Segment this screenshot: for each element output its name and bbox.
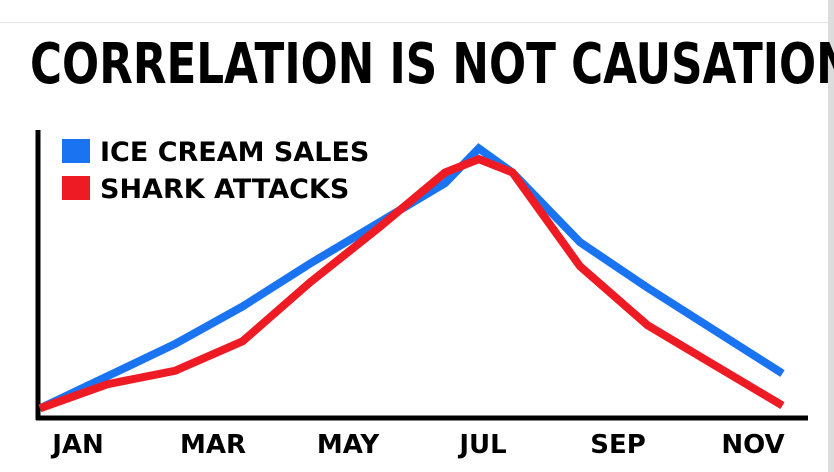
x-tick-label: MAR [180, 430, 246, 460]
window-top-bar [0, 0, 834, 23]
legend-label: ICE CREAM SALES [100, 137, 369, 168]
legend-label: SHARK ATTACKS [100, 174, 349, 205]
x-tick-label: MAY [317, 430, 381, 460]
legend-swatch [62, 139, 90, 163]
x-tick-labels: JAN MAR MAY JUL SEP NOV [50, 430, 784, 460]
x-tick-label: SEP [590, 430, 646, 460]
series-layer [38, 143, 785, 413]
series-line-shark-attacks [38, 154, 785, 413]
x-tick-label: NOV [721, 430, 784, 460]
x-tick-label: JUL [457, 430, 506, 460]
legend: ICE CREAM SALES SHARK ATTACKS [62, 137, 369, 205]
chart-axes [35, 130, 808, 421]
legend-swatch [62, 176, 90, 200]
window-right-edge [828, 0, 834, 472]
x-tick-label: JAN [50, 430, 104, 460]
series-line-ice-cream-sales [38, 143, 785, 412]
